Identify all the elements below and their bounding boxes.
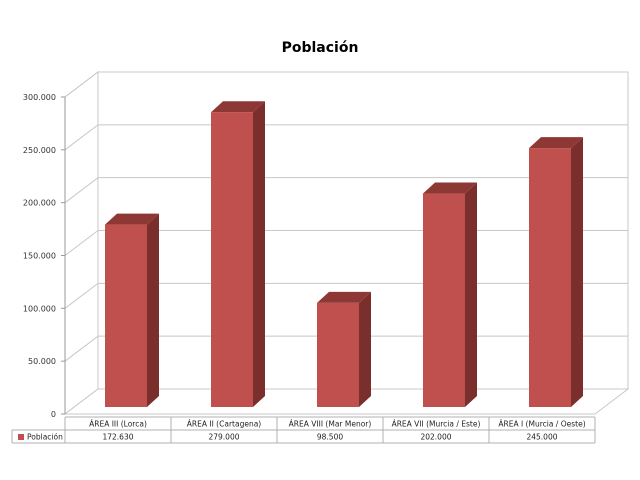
bar-side [465,182,477,407]
data-label: 202.000 [420,433,451,442]
gridline [64,124,628,151]
legend-label: Población [27,433,63,442]
y-tick-label: 150.000 [23,252,56,261]
bar-side [253,101,265,407]
bar-front [317,302,359,407]
bar-top [105,213,159,225]
category-label: ÁREA I (Murcia / Oeste) [498,420,585,429]
bar [211,101,265,407]
bar-side [147,213,159,407]
y-tick-label: 250.000 [23,146,56,155]
y-tick-label: 300.000 [23,93,56,102]
data-label: 279.000 [208,433,239,442]
y-tick-label: 0 [51,410,56,419]
bar-front [211,112,253,407]
bar-front [105,224,147,407]
bar [529,137,583,407]
y-tick-label: 100.000 [23,304,56,313]
category-label: ÁREA III (Lorca) [89,420,147,429]
bar-top [211,101,265,113]
data-label: 172.630 [102,433,133,442]
bar-series [105,101,583,407]
chart-title: Población [282,40,359,56]
data-label: 98.500 [317,433,343,442]
legend-swatch [18,434,24,440]
bar [423,182,477,407]
bar [105,213,159,407]
gridline [64,71,628,98]
gridline [64,177,628,204]
y-tick-label: 200.000 [23,199,56,208]
category-label: ÁREA VIII (Mar Menor) [289,420,372,429]
bar-top [423,182,477,194]
bar-top [317,291,371,303]
bar [317,291,371,407]
bar-front [423,193,465,407]
bar-front [529,148,571,407]
category-label: ÁREA II (Cartagena) [187,420,262,429]
bar-side [571,137,583,407]
category-label: ÁREA VII (Murcia / Este) [392,420,481,429]
y-axis: 0 50.000 100.000 150.000 200.000 250.000 300.0… [23,93,66,419]
data-table: ÁREA III (Lorca) 172.630 ÁREA II (Cartagen… [11,416,596,444]
bar-top [529,137,583,149]
data-label: 245.000 [526,433,557,442]
bar-side [359,291,371,407]
y-tick-label: 50.000 [28,357,56,366]
